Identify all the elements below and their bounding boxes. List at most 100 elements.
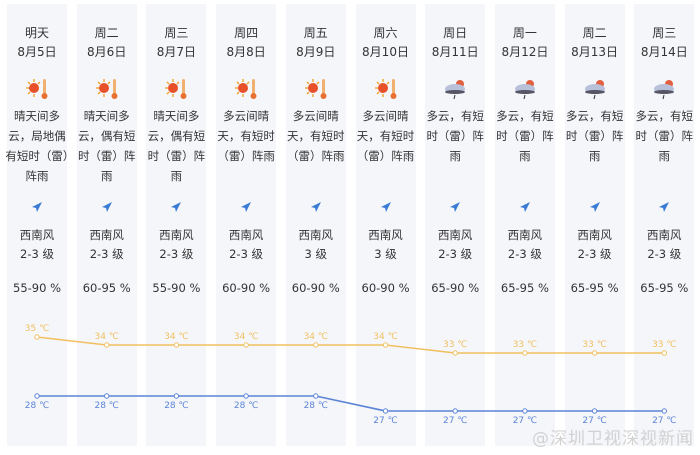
wind-direction-icon — [519, 198, 531, 212]
cloudy-thunder-icon — [443, 76, 469, 102]
wind-direction-icon — [240, 198, 252, 212]
wind-info: 西南风 2-3 级 — [565, 226, 625, 264]
day-header: 明天 8月5日 — [7, 24, 67, 62]
low-temp-label: 28 ℃ — [234, 401, 258, 411]
wind-direction: 西南风 — [577, 228, 612, 242]
date-label: 8月8日 — [226, 45, 266, 59]
sunny-hot-icon — [25, 76, 51, 102]
high-temp-label: 33 ℃ — [443, 340, 467, 350]
wind-level: 2-3 级 — [438, 247, 473, 261]
weather-description: 晴天间多云，偶有短时（雷）阵雨 — [147, 109, 206, 183]
humidity: 60-90 % — [222, 281, 271, 295]
low-temp-label: 27 ℃ — [443, 416, 467, 426]
day-header: 周二 8月13日 — [565, 24, 625, 62]
high-temp-label: 34 ℃ — [304, 332, 328, 342]
day-header: 周五 8月9日 — [286, 24, 346, 62]
weather-description: 晴天间多云，偶有短时（雷）阵雨 — [77, 109, 136, 183]
sunny-hot-icon — [374, 76, 400, 102]
wind-info: 西南风 3 级 — [356, 226, 416, 264]
wind-direction: 西南风 — [647, 228, 682, 242]
weather-description: 多云，有短时（雷）阵雨 — [496, 109, 554, 163]
wind-direction-icon — [380, 198, 392, 212]
wind-info: 西南风 2-3 级 — [7, 226, 67, 264]
weather-description: 多云，有短时（雷）阵雨 — [565, 109, 624, 163]
low-temp-point — [104, 393, 110, 399]
low-temp-label: 28 ℃ — [94, 401, 118, 411]
low-temp-point — [522, 408, 528, 414]
high-temp-line — [36, 336, 665, 354]
humidity: 65-95 % — [570, 281, 619, 295]
wind-direction: 西南风 — [19, 228, 55, 242]
sunny-hot-icon — [304, 76, 330, 102]
low-temp-point — [34, 393, 40, 399]
humidity: 65-95 % — [500, 281, 549, 295]
low-temp-label: 27 ℃ — [652, 416, 676, 426]
watermark: @深圳卫视深视新闻 — [532, 429, 694, 449]
low-temp-label: 27 ℃ — [582, 416, 606, 426]
sunny-hot-icon — [95, 76, 121, 102]
day-label: 周二 — [94, 26, 119, 40]
day-column: 周二 8月6日 晴天间多云，偶有短时（雷）阵雨 西南风 2-3 级 60-95 % — [76, 4, 137, 446]
wind-direction-icon — [310, 198, 322, 212]
low-temp-point — [591, 408, 598, 414]
humidity: 60-90 % — [291, 281, 340, 295]
low-temp-label: 28 ℃ — [25, 401, 49, 411]
high-temp-label: 33 ℃ — [513, 340, 537, 350]
low-temp-label: 28 ℃ — [304, 401, 328, 411]
day-label: 周三 — [652, 26, 677, 40]
date-label: 8月7日 — [156, 45, 197, 59]
wind-direction: 西南风 — [437, 228, 473, 242]
date-label: 8月6日 — [87, 45, 127, 59]
day-label: 周日 — [443, 26, 468, 40]
high-temp-label: 33 ℃ — [652, 340, 676, 350]
low-temp-label: 27 ℃ — [513, 416, 537, 426]
high-temp-point — [522, 350, 528, 356]
date-label: 8月14日 — [640, 45, 688, 59]
high-temp-point — [382, 342, 389, 348]
wind-level: 2-3 级 — [577, 247, 612, 261]
humidity: 55-90 % — [13, 281, 61, 295]
high-temp-point — [661, 350, 667, 356]
wind-level: 3 级 — [374, 247, 397, 261]
wind-direction: 西南风 — [228, 228, 264, 242]
day-header: 周日 8月11日 — [425, 24, 485, 62]
wind-direction: 西南风 — [159, 228, 194, 242]
wind-level: 2-3 级 — [20, 247, 54, 261]
date-label: 8月5日 — [17, 45, 57, 59]
day-label: 周六 — [373, 26, 398, 40]
day-column: 周三 8月7日 晴天间多云，偶有短时（雷）阵雨 西南风 2-3 级 55-90 % — [146, 4, 207, 446]
wind-direction-icon — [449, 198, 461, 212]
weather-description: 多云间晴天，有短时（雷）阵雨 — [217, 109, 275, 163]
day-column: 周一 8月12日 多云，有短时（雷）阵雨 西南风 2-3 级 65-95 % — [494, 4, 555, 446]
low-temp-point — [382, 408, 389, 414]
sunny-hot-icon — [234, 76, 260, 102]
low-temp-point — [313, 393, 319, 399]
day-label: 周三 — [164, 26, 189, 40]
wind-direction-icon — [170, 198, 182, 212]
wind-level: 3 级 — [304, 247, 328, 261]
wind-direction: 西南风 — [507, 228, 543, 242]
low-temp-point — [452, 408, 458, 414]
high-temp-label: 33 ℃ — [582, 340, 606, 350]
wind-info: 西南风 2-3 级 — [425, 226, 485, 264]
high-temp-label: 34 ℃ — [234, 332, 258, 342]
high-temp-label: 35 ℃ — [25, 324, 49, 334]
low-temp-label: 27 ℃ — [373, 416, 397, 426]
day-column: 周三 8月14日 多云，有短时（雷）阵雨 西南风 2-3 级 65-95 % — [634, 4, 695, 446]
high-temp-label: 34 ℃ — [373, 332, 397, 342]
high-temp-point — [591, 350, 598, 356]
high-temp-label: 34 ℃ — [164, 332, 188, 342]
wind-info: 西南风 2-3 级 — [146, 226, 206, 264]
wind-level: 2-3 级 — [229, 247, 264, 261]
wind-level: 2-3 级 — [159, 247, 194, 261]
day-column: 周五 8月9日 多云间晴天，有短时（雷）阵雨 西南风 3 级 60-90 % — [285, 4, 346, 446]
wind-direction: 西南风 — [298, 228, 334, 242]
cloudy-thunder-icon — [652, 76, 678, 102]
high-temp-point — [34, 334, 40, 340]
day-header: 周四 8月8日 — [216, 24, 276, 62]
weather-description: 多云间晴天，有短时（雷）阵雨 — [356, 109, 415, 163]
low-temp-point — [661, 408, 667, 414]
low-temp-point — [243, 393, 249, 399]
day-label: 明天 — [24, 26, 49, 40]
wind-info: 西南风 2-3 级 — [495, 226, 555, 264]
